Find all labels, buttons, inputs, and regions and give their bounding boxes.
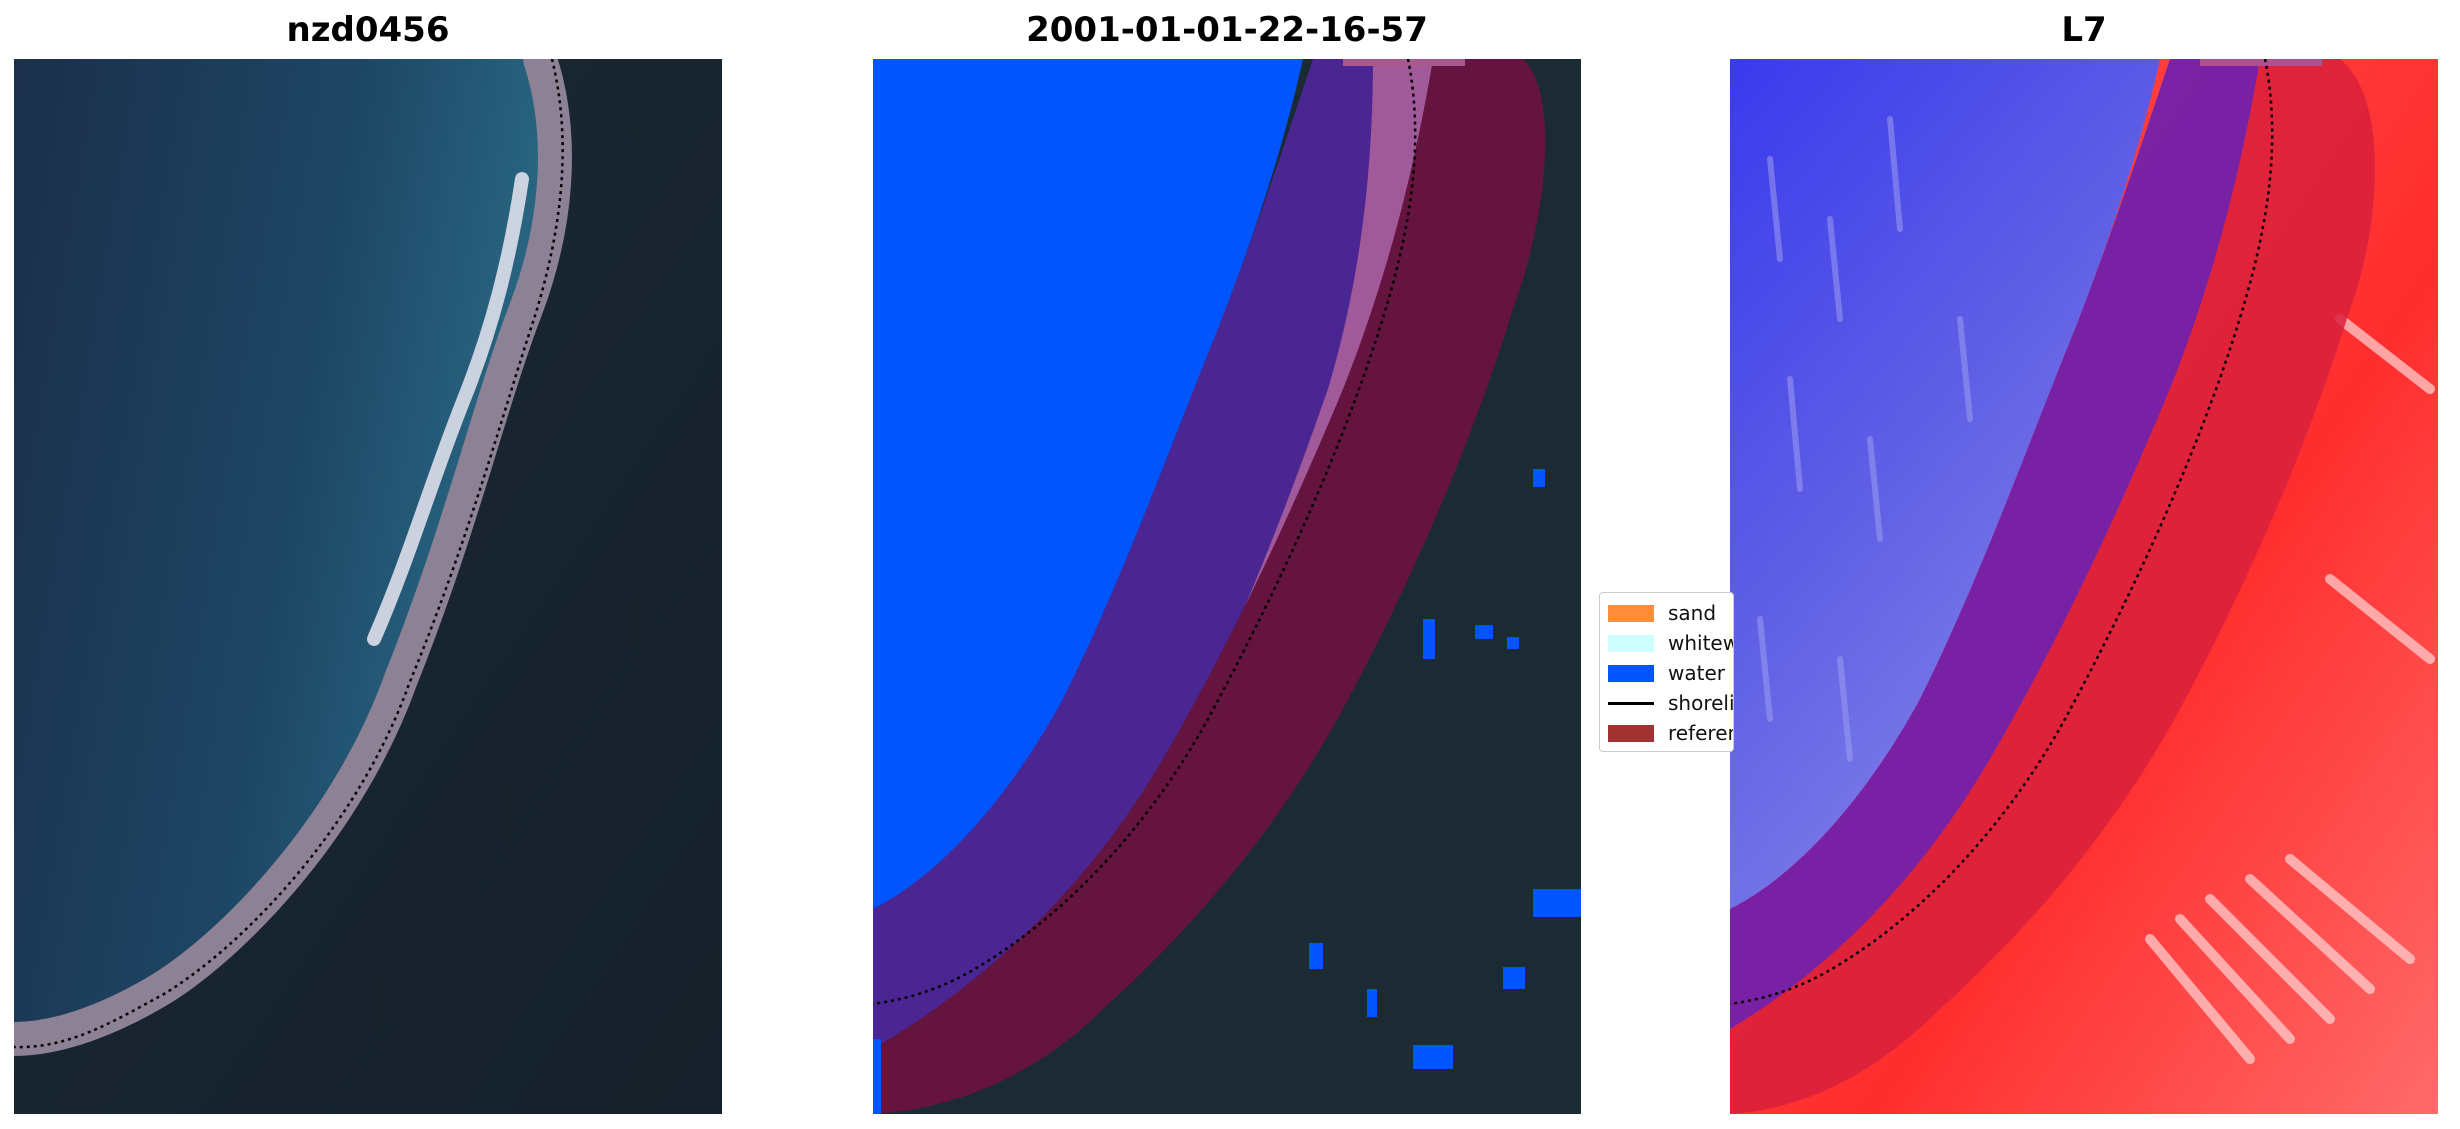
- legend-label-sand: sand: [1668, 601, 1717, 625]
- shoreline-line: [1730, 59, 2274, 1006]
- legend-swatch-whitewater: [1608, 634, 1654, 652]
- legend-item-sand: sand: [1608, 601, 1733, 625]
- land-water-specks: [873, 469, 1581, 1114]
- panel-title-index: L7: [2061, 10, 2107, 50]
- legend-label-reference: reference shoreline buffer: [1668, 721, 1733, 745]
- reference-buffer-top-tab: [1343, 59, 1465, 66]
- whitewater-strip: [367, 172, 529, 646]
- index-image-panel: [1730, 59, 2438, 1114]
- legend-swatch-water: [1608, 664, 1654, 682]
- classified-image-panel: [873, 59, 1581, 1114]
- beach-sand: [14, 59, 572, 1056]
- land-bright-streaks: [2145, 314, 2435, 1064]
- reference-buffer-water-side: [1730, 59, 2260, 1029]
- shoreline-line: [14, 59, 564, 1049]
- shoreline-line: [873, 59, 1417, 1006]
- reference-buffer-top-tab: [2200, 59, 2322, 66]
- legend-swatch-reference: [1608, 724, 1654, 742]
- reference-buffer-land-side: [1730, 59, 2375, 1114]
- panel-title-rgb: nzd0456: [286, 10, 450, 50]
- legend-item-water: water: [1608, 661, 1733, 685]
- legend-line-shoreline: [1608, 701, 1654, 705]
- legend-item-shoreline: shoreline: [1608, 691, 1734, 715]
- legend-swatch-sand: [1608, 604, 1654, 622]
- index-image: [1730, 59, 2438, 1114]
- panel-title-classified: 2001-01-01-22-16-57: [1026, 10, 1428, 50]
- water-area: [14, 59, 549, 1034]
- rgb-image-panel: [14, 59, 722, 1114]
- sand-class-strip: [1053, 59, 1433, 929]
- reference-buffer-land-side: [873, 59, 1546, 1114]
- rgb-satellite-image: [14, 59, 722, 1114]
- legend-label-shoreline: shoreline: [1668, 691, 1734, 715]
- reference-buffer-water-side: [873, 59, 1433, 1049]
- legend-label-water: water: [1668, 661, 1725, 685]
- water-texture: [1757, 116, 1973, 762]
- classified-image: [873, 59, 1581, 1114]
- water-class-area: [873, 59, 1303, 909]
- legend-item-reference: reference shoreline buffer: [1608, 721, 1733, 745]
